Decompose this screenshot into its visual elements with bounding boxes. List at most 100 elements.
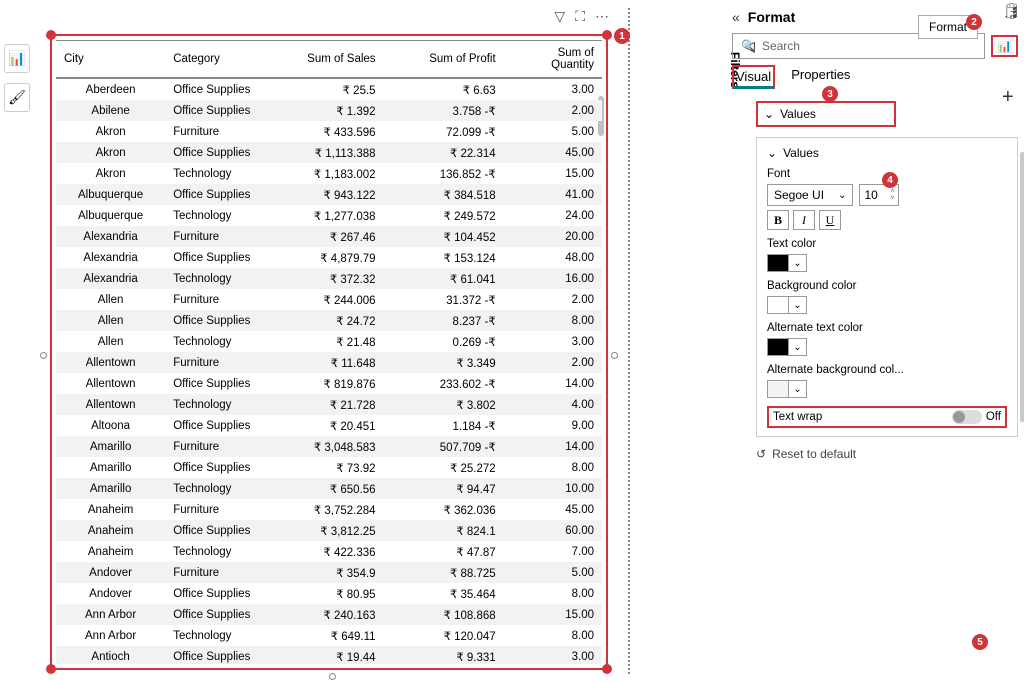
table-cell: 8.00 xyxy=(504,583,602,604)
table-row[interactable]: AlbuquerqueOffice Supplies₹ 943.122₹ 384… xyxy=(56,184,602,205)
table-row[interactable]: AberdeenOffice Supplies₹ 25.5₹ 6.633.00 xyxy=(56,78,602,100)
table-row[interactable]: AllenFurniture₹ 244.00631.372 -₹2.00 xyxy=(56,289,602,310)
table-cell: Allen xyxy=(56,289,165,310)
callout-badge-3: 3 xyxy=(822,86,838,102)
table-cell: Office Supplies xyxy=(165,142,274,163)
table-cell: 1.184 -₹ xyxy=(384,415,504,436)
table-row[interactable]: AmarilloFurniture₹ 3,048.583507.709 -₹14… xyxy=(56,436,602,457)
table-cell: ₹ 384.518 xyxy=(384,184,504,205)
bold-button[interactable]: B xyxy=(767,210,789,230)
table-row[interactable]: AnaheimFurniture₹ 3,752.284₹ 362.03645.0… xyxy=(56,499,602,520)
table-cell: 8.00 xyxy=(504,457,602,478)
table-cell: Akron xyxy=(56,163,165,184)
format-brush-icon: 📊 xyxy=(997,39,1012,53)
alt-text-color-label: Alternate text color xyxy=(767,322,1007,334)
collapse-pane-icon[interactable]: « xyxy=(732,9,740,25)
table-cell: 24.00 xyxy=(504,205,602,226)
table-row[interactable]: AbileneOffice Supplies₹ 1.3923.758 -₹2.0… xyxy=(56,100,602,121)
table-cell: 48.00 xyxy=(504,247,602,268)
paint-tool-button[interactable]: 🖌 xyxy=(4,83,30,112)
text-color-picker[interactable]: ⌄ xyxy=(767,254,1007,272)
table-row[interactable]: AnaheimTechnology₹ 422.336₹ 47.877.00 xyxy=(56,541,602,562)
table-cell: ₹ 47.87 xyxy=(384,541,504,562)
text-wrap-label: Text wrap xyxy=(773,411,822,423)
values-section-header[interactable]: ⌄ Values xyxy=(756,101,896,127)
tab-visual[interactable]: Visual xyxy=(732,65,775,89)
table-row[interactable]: AllentownFurniture₹ 11.648₹ 3.3492.00 xyxy=(56,352,602,373)
reset-to-default-button[interactable]: ↺ Reset to default xyxy=(756,447,1018,461)
table-row[interactable]: AlbuquerqueTechnology₹ 1,277.038₹ 249.57… xyxy=(56,205,602,226)
pane-divider xyxy=(628,8,630,674)
column-header[interactable]: Sum of Sales xyxy=(274,41,383,79)
table-cell: Ann Arbor xyxy=(56,625,165,646)
table-cell: Alexandria xyxy=(56,268,165,289)
table-cell: ₹ 61.041 xyxy=(384,268,504,289)
table-row[interactable]: AndoverFurniture₹ 354.9₹ 88.7255.00 xyxy=(56,562,602,583)
table-cell: ₹ 94.47 xyxy=(384,478,504,499)
table-cell: 8.00 xyxy=(504,310,602,331)
font-family-select[interactable]: Segoe UI⌄ xyxy=(767,184,853,206)
filter-icon[interactable]: ▽ xyxy=(554,8,565,25)
table-cell: 7.00 xyxy=(504,541,602,562)
alt-text-color-picker[interactable]: ⌄ xyxy=(767,338,1007,356)
table-cell: 45.00 xyxy=(504,142,602,163)
underline-button[interactable]: U xyxy=(819,210,841,230)
table-row[interactable]: AnaheimOffice Supplies₹ 3,812.25₹ 824.16… xyxy=(56,520,602,541)
table-cell: 16.00 xyxy=(504,268,602,289)
table-row[interactable]: AltoonaOffice Supplies₹ 20.4511.184 -₹9.… xyxy=(56,415,602,436)
table-row[interactable]: AllentownOffice Supplies₹ 819.876233.602… xyxy=(56,373,602,394)
table-cell: Office Supplies xyxy=(165,583,274,604)
callout-badge-4: 4 xyxy=(882,172,898,188)
italic-button[interactable]: I xyxy=(793,210,815,230)
table-cell: ₹ 11.648 xyxy=(274,352,383,373)
table-cell: ₹ 80.95 xyxy=(274,583,383,604)
table-cell: Andover xyxy=(56,562,165,583)
text-wrap-toggle[interactable]: Text wrap Off xyxy=(767,406,1007,428)
alt-bg-color-picker[interactable]: ⌄ xyxy=(767,380,1007,398)
table-cell: ₹ 1.392 xyxy=(274,100,383,121)
values-card-title: Values xyxy=(783,146,819,160)
table-cell: ₹ 3,812.25 xyxy=(274,520,383,541)
tab-properties[interactable]: Properties xyxy=(789,65,852,89)
visual-more-icon[interactable]: ⋯ xyxy=(595,8,609,25)
callout-badge-5: 5 xyxy=(972,634,988,650)
table-row[interactable]: AllenTechnology₹ 21.480.269 -₹3.00 xyxy=(56,331,602,352)
format-brush-button[interactable]: Format 📊 xyxy=(991,35,1018,57)
bg-color-picker[interactable]: ⌄ xyxy=(767,296,1007,314)
table-row[interactable]: AmarilloOffice Supplies₹ 73.92₹ 25.2728.… xyxy=(56,457,602,478)
table-row[interactable]: Ann ArborTechnology₹ 649.11₹ 120.0478.00 xyxy=(56,625,602,646)
table-cell: 60.00 xyxy=(504,520,602,541)
table-row[interactable]: AntiochOffice Supplies₹ 19.44₹ 9.3313.00 xyxy=(56,646,602,664)
table-row[interactable]: Ann ArborOffice Supplies₹ 240.163₹ 108.8… xyxy=(56,604,602,625)
table-cell: Akron xyxy=(56,121,165,142)
table-row[interactable]: AmarilloTechnology₹ 650.56₹ 94.4710.00 xyxy=(56,478,602,499)
table-visual[interactable]: CityCategorySum of SalesSum of ProfitSum… xyxy=(50,34,608,670)
table-row[interactable]: AlexandriaFurniture₹ 267.46₹ 104.45220.0… xyxy=(56,226,602,247)
column-header[interactable]: Sum of Quantity xyxy=(504,41,602,79)
font-size-input[interactable]: 10˄˅ xyxy=(859,184,899,206)
table-cell: ₹ 3.349 xyxy=(384,352,504,373)
table-row[interactable]: AkronFurniture₹ 433.59672.099 -₹5.00 xyxy=(56,121,602,142)
chart-tool-button[interactable]: 📊 xyxy=(4,44,30,73)
focus-icon[interactable]: ⛶ xyxy=(575,8,585,25)
column-header[interactable]: City xyxy=(56,41,165,79)
table-cell: 31.372 -₹ xyxy=(384,289,504,310)
table-cell: Albuquerque xyxy=(56,205,165,226)
table-row[interactable]: AlexandriaTechnology₹ 372.32₹ 61.04116.0… xyxy=(56,268,602,289)
table-row[interactable]: AkronOffice Supplies₹ 1,113.388₹ 22.3144… xyxy=(56,142,602,163)
table-cell: Furniture xyxy=(165,499,274,520)
table-row[interactable]: AndoverOffice Supplies₹ 80.95₹ 35.4648.0… xyxy=(56,583,602,604)
table-row[interactable]: AllenOffice Supplies₹ 24.728.237 -₹8.00 xyxy=(56,310,602,331)
table-row[interactable]: AllentownTechnology₹ 21.728₹ 3.8024.00 xyxy=(56,394,602,415)
table-cell: 507.709 -₹ xyxy=(384,436,504,457)
table-cell: ₹ 153.124 xyxy=(384,247,504,268)
table-cell: Technology xyxy=(165,163,274,184)
card-scrollbar[interactable] xyxy=(1020,152,1024,422)
column-header[interactable]: Sum of Profit xyxy=(384,41,504,79)
table-cell: Furniture xyxy=(165,562,274,583)
table-row[interactable]: AkronTechnology₹ 1,183.002136.852 -₹15.0… xyxy=(56,163,602,184)
column-header[interactable]: Category xyxy=(165,41,274,79)
table-cell: ₹ 19.44 xyxy=(274,646,383,664)
format-more-icon[interactable]: ⋯ xyxy=(1004,8,1018,25)
table-row[interactable]: AlexandriaOffice Supplies₹ 4,879.79₹ 153… xyxy=(56,247,602,268)
